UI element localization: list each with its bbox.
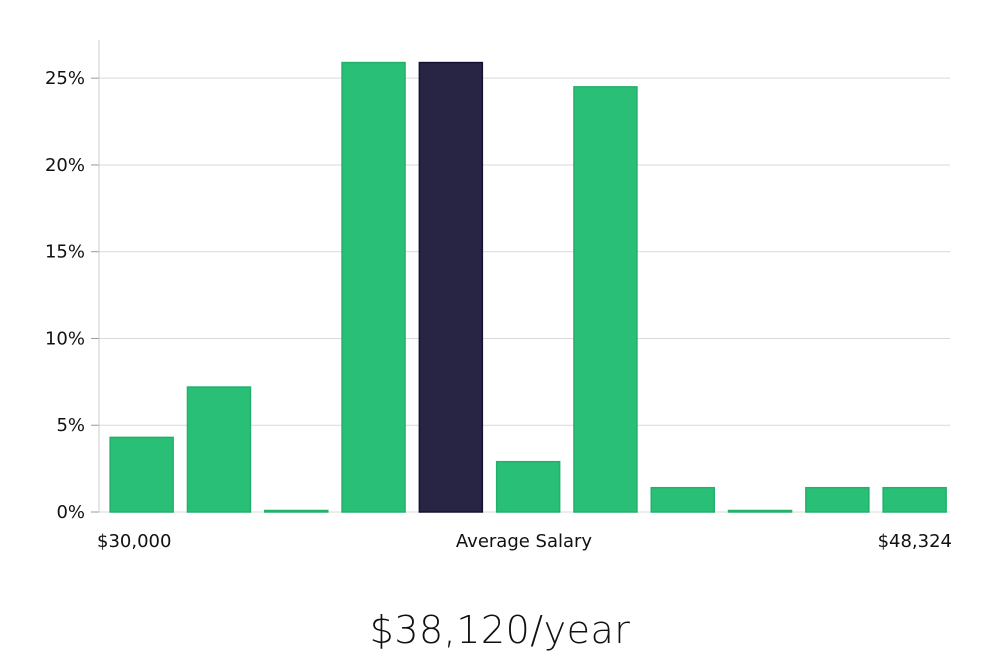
y-tick-label: 10%: [45, 328, 85, 349]
bar: [882, 486, 947, 513]
bar: [495, 460, 561, 513]
bar: [573, 86, 638, 513]
x-range-end-label: $48,324: [878, 531, 952, 552]
bar: [805, 486, 870, 513]
y-tick-label: 5%: [56, 415, 85, 436]
average-salary-summary: $38,120/year: [369, 608, 631, 652]
bar: [341, 61, 406, 513]
x-axis-label: Average Salary: [456, 531, 593, 552]
bar: [727, 509, 793, 513]
y-axis-ticks: 0% 5% 10% 15% 20% 25%: [45, 68, 99, 523]
y-tick-label: 0%: [56, 502, 85, 523]
bar: [650, 486, 715, 513]
bars: [109, 61, 947, 513]
salary-histogram: 0%5%10%15%20%25% $30,000 Average Salary …: [45, 40, 952, 552]
bar-highlight: [418, 61, 484, 513]
bar: [264, 509, 329, 513]
y-tick-label: 20%: [45, 155, 85, 176]
x-range-start-label: $30,000: [97, 531, 171, 552]
bar: [109, 436, 174, 513]
bar: [186, 386, 252, 513]
y-tick-label: 15%: [45, 242, 85, 263]
y-tick-label: 25%: [45, 68, 85, 89]
